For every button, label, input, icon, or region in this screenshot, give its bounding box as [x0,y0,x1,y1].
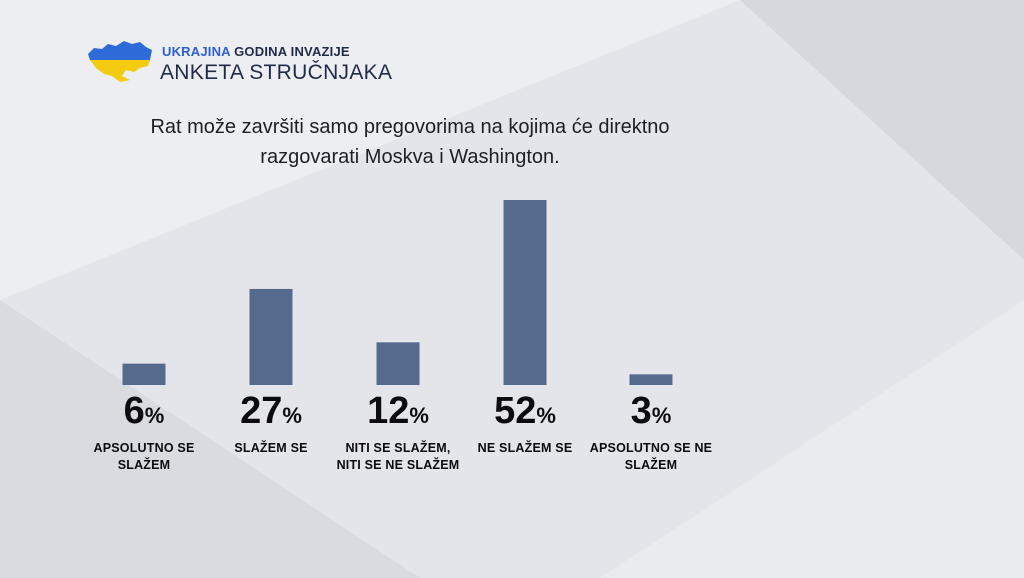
category-label-1: APSOLUTNO SE SLAŽEM [93,441,195,472]
brand-subtitle: GODINA INVAZIJE [230,44,350,59]
chart-title: Rat može završiti samo pregovorima na ko… [150,116,670,168]
value-number: 52 [494,390,537,432]
value-unit: % [144,403,165,428]
bar-4 [503,200,547,385]
bar-3 [376,342,420,385]
ukraine-map-icon [88,41,152,82]
value-label-1: 6% [84,391,204,436]
value-unit: % [409,403,429,428]
value-label-4: 52% [465,391,585,436]
value-label-5: 3% [591,391,711,436]
value-number: 12 [367,390,410,432]
value-label-2: 27% [211,391,331,436]
value-unit: % [651,403,672,428]
value-unit: % [536,403,556,428]
brand-title: UKRAJINA GODINA INVAZIJE [162,44,350,59]
category-label-4: NE SLAŽEM SE [477,441,573,455]
category-label-2: SLAŽEM SE [234,441,308,455]
bar-2 [249,288,293,385]
value-number: 3 [630,390,652,432]
brand-heading: ANKETA STRUČNJAKA [160,61,393,84]
value-label-3: 12% [338,391,458,436]
value-unit: % [282,403,302,428]
bar-1 [122,363,166,385]
value-number: 27 [240,390,283,432]
brand-accent: UKRAJINA [162,44,231,59]
bar-5 [629,374,673,385]
category-label-3: NITI SE SLAŽEM, NITI SE NE SLAŽEM [336,441,460,472]
category-label-5: APSOLUTNO SE NE SLAŽEM [589,441,713,472]
value-number: 6 [123,390,145,432]
